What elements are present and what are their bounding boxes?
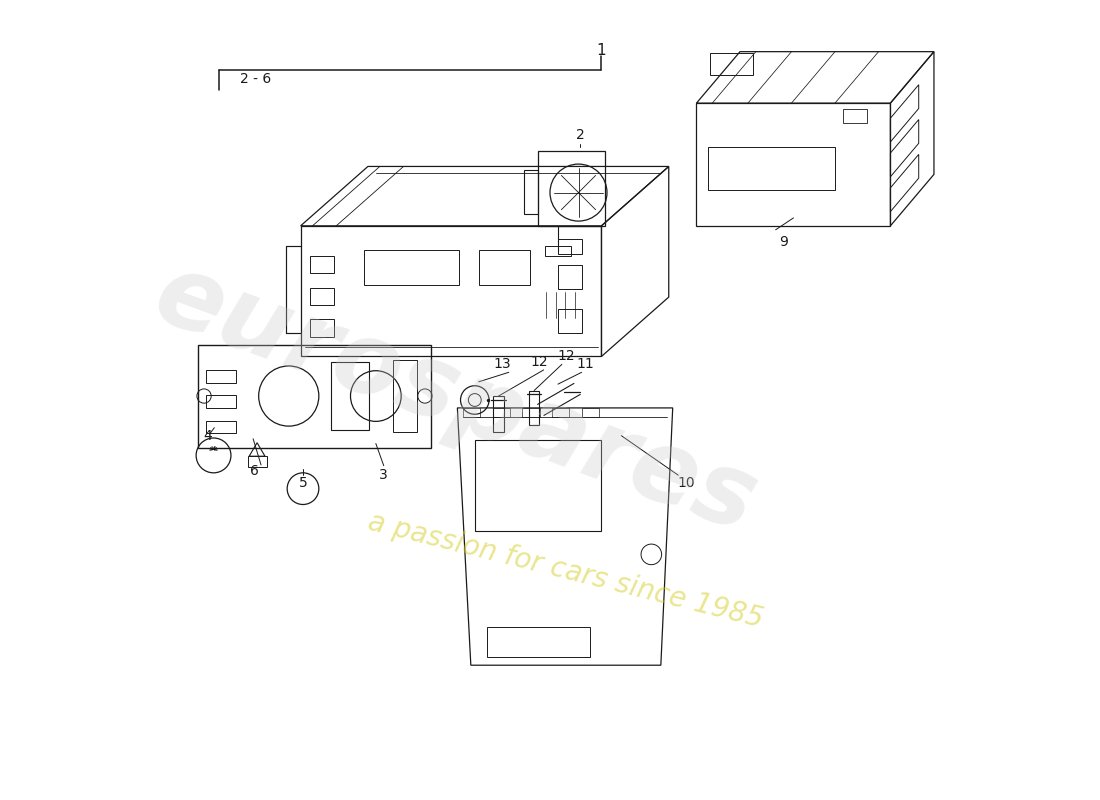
Bar — [708, 146, 835, 190]
Bar — [558, 266, 582, 289]
Bar — [493, 408, 510, 418]
Bar — [206, 421, 235, 434]
Bar — [478, 250, 530, 286]
Bar — [364, 250, 459, 286]
Text: 12: 12 — [557, 350, 574, 363]
Text: 6: 6 — [251, 464, 260, 478]
Text: 4: 4 — [204, 429, 212, 442]
Text: 3: 3 — [379, 468, 388, 482]
Text: 5: 5 — [298, 476, 307, 490]
Bar — [475, 439, 602, 530]
Bar — [843, 109, 867, 123]
Bar — [394, 361, 417, 432]
Bar — [310, 256, 334, 274]
Bar — [582, 408, 600, 418]
Bar — [529, 390, 539, 426]
Bar — [248, 456, 266, 466]
Bar — [522, 408, 540, 418]
Bar — [546, 246, 571, 256]
Bar — [198, 345, 431, 447]
Text: 11: 11 — [576, 358, 594, 371]
Text: 2: 2 — [575, 128, 584, 142]
Bar — [463, 408, 481, 418]
Text: 1: 1 — [596, 42, 606, 58]
Bar — [538, 150, 605, 226]
Bar — [310, 319, 334, 337]
Text: 12: 12 — [531, 355, 549, 369]
Bar — [710, 53, 754, 75]
Bar — [558, 309, 582, 333]
Bar — [493, 396, 504, 432]
Bar — [206, 395, 235, 408]
Text: 13: 13 — [494, 358, 512, 371]
Text: 10: 10 — [678, 476, 695, 490]
Bar — [552, 408, 570, 418]
Bar — [310, 287, 334, 305]
Text: 2 - 6: 2 - 6 — [240, 72, 271, 86]
Text: eurospares: eurospares — [141, 246, 769, 554]
Text: a passion for cars since 1985: a passion for cars since 1985 — [365, 507, 767, 633]
Bar — [486, 627, 590, 658]
Bar — [206, 370, 235, 382]
Bar — [558, 239, 582, 254]
Text: 9: 9 — [779, 234, 788, 249]
Bar — [524, 170, 538, 214]
Bar — [331, 362, 368, 430]
